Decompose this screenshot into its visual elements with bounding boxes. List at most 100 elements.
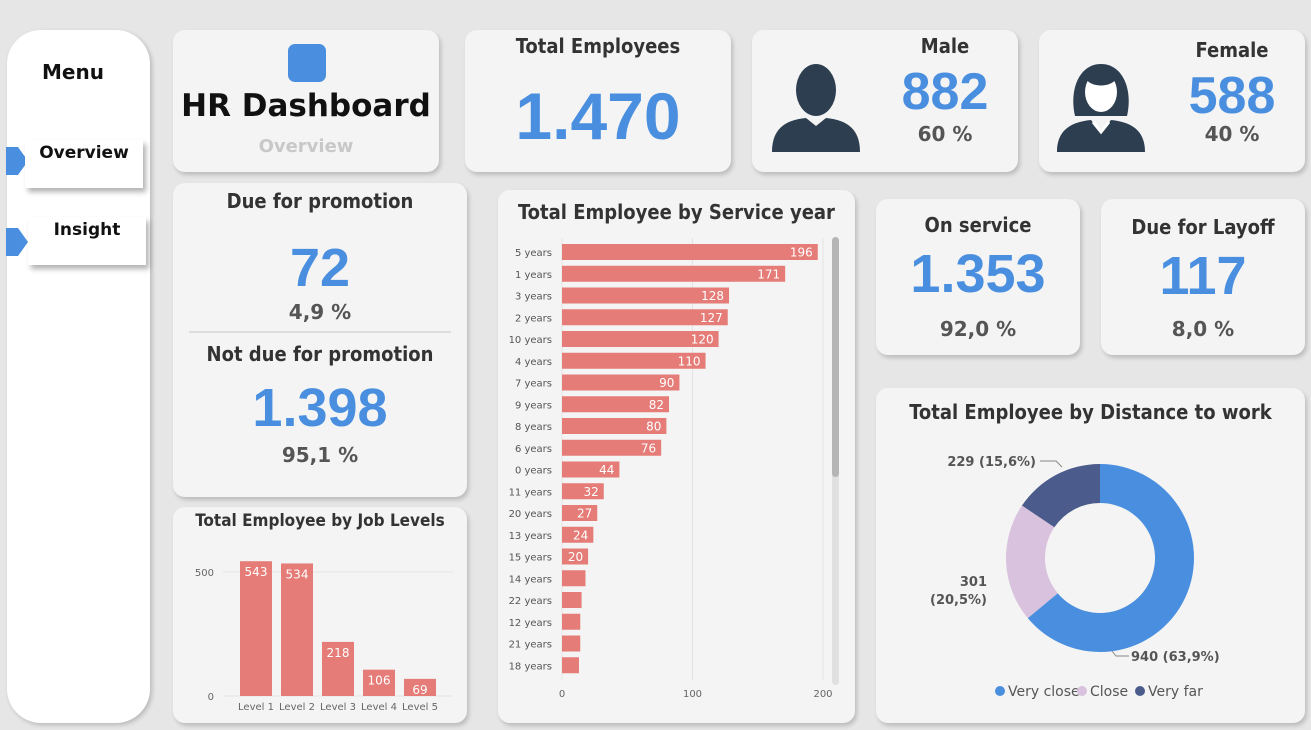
on-service-card: On service 1.353 92,0 % (876, 199, 1080, 355)
job-y-tick-label: 500 (195, 568, 214, 579)
service-category-label: 4 years (515, 357, 552, 368)
on-service-pct: 92,0 % (939, 317, 1017, 341)
app-logo-icon (288, 44, 326, 82)
job-bar-value-label: 534 (286, 567, 309, 581)
service-year-title: Total Employee by Service year (518, 200, 835, 224)
service-bar-value-label: 110 (678, 354, 701, 368)
layoff-label: Due for Layoff (1131, 215, 1275, 239)
legend-label: Very close (1008, 684, 1080, 700)
legend-marker (1077, 686, 1087, 696)
service-category-label: 8 years (515, 422, 552, 433)
layoff-card: Due for Layoff 117 8,0 % (1101, 199, 1305, 355)
job-bar (240, 561, 272, 696)
service-category-label: 20 years (509, 509, 552, 520)
donut-slice (1006, 505, 1058, 619)
service-x-tick-label: 0 (559, 689, 565, 700)
job-category-label: Level 4 (361, 702, 397, 713)
service-bar-value-label: 127 (700, 311, 723, 325)
service-bar (562, 526, 594, 543)
job-bar (322, 641, 354, 696)
service-category-label: 10 years (509, 335, 552, 346)
service-bar (562, 483, 604, 500)
job-levels-chart: 0 500 543 Level 1 534 Level 2 218 Level 3 106 Lev… (195, 561, 453, 713)
service-bar-value-label: 80 (646, 420, 661, 434)
legend-label: Very far (1148, 684, 1203, 700)
job-category-label: Level 1 (238, 702, 274, 713)
due-promotion-label: Due for promotion (226, 189, 414, 213)
total-employees-value: 1.470 (515, 79, 681, 153)
job-bar (404, 678, 436, 696)
job-bar-value-label: 218 (327, 646, 350, 660)
nav-overview-button[interactable]: Overview (25, 140, 143, 188)
insight-arrow-icon (6, 228, 28, 256)
service-bar (562, 613, 581, 630)
job-levels-card: Total Employee by Job Levels 0 500 543 Leve… (173, 507, 467, 723)
service-category-label: 22 years (509, 596, 552, 607)
service-bar (562, 657, 579, 674)
header-card: HR Dashboard Overview (173, 30, 439, 172)
service-scrollbar-track[interactable] (832, 237, 839, 685)
service-x-tick-label: 100 (683, 689, 702, 700)
male-card: Male 882 60 % (752, 30, 1018, 172)
nav-insight-button[interactable]: Insight (28, 217, 146, 265)
service-bar-value-label: 44 (599, 463, 614, 477)
legend-marker (1135, 686, 1145, 696)
service-category-label: 5 years (515, 248, 552, 259)
page-subtitle: Overview (258, 136, 354, 157)
donut-label-close: 301 (960, 575, 987, 590)
layoff-value: 117 (1159, 246, 1247, 306)
promotion-divider (189, 331, 451, 333)
service-bar-value-label: 90 (659, 376, 674, 390)
on-service-label: On service (924, 213, 1032, 237)
job-bar-value-label: 543 (245, 565, 268, 579)
female-card: Female 588 40 % (1039, 30, 1305, 172)
service-year-chart: 0 100 200 5 years 196 1 years 171 3 years 128 2 y… (509, 238, 833, 700)
donut-leader-line (1040, 460, 1063, 468)
overview-arrow-icon (6, 147, 28, 175)
service-year-card: Total Employee by Service year 0 100 200 5 … (498, 190, 855, 723)
service-category-label: 9 years (515, 400, 552, 411)
total-employees-label: Total Employees (515, 34, 681, 58)
male-value: 882 (901, 63, 989, 121)
service-bar (562, 439, 662, 456)
service-category-label: 1 years (515, 270, 552, 281)
job-category-label: Level 3 (320, 702, 356, 713)
service-category-label: 2 years (515, 313, 552, 324)
on-service-value: 1.353 (910, 244, 1046, 304)
service-bar (562, 287, 730, 304)
service-bar (562, 352, 706, 369)
service-category-label: 11 years (509, 487, 552, 498)
service-bar (562, 548, 589, 565)
female-label: Female (1195, 38, 1269, 62)
total-employees-card: Total Employees 1.470 (465, 30, 731, 172)
service-bar (562, 635, 581, 652)
service-bar (562, 418, 667, 434)
service-category-label: 14 years (509, 574, 552, 585)
service-bar (562, 265, 786, 282)
service-bar (562, 592, 582, 608)
job-bar-value-label: 106 (368, 674, 391, 688)
female-value: 588 (1188, 67, 1276, 125)
promotion-card: Due for promotion 72 4,9 % Not due for p… (173, 183, 467, 497)
service-bar (562, 461, 620, 478)
menu-title: Menu (42, 60, 104, 84)
donut-label-very-far: 229 (15,6%) (947, 455, 1036, 470)
service-bar-value-label: 171 (757, 267, 780, 281)
service-bar (562, 570, 586, 587)
due-promotion-pct: 4,9 % (288, 300, 352, 324)
service-scrollbar-thumb[interactable] (832, 237, 839, 477)
donut-label-very-close: 940 (63,9%) (1131, 650, 1220, 665)
donut-slice (1027, 464, 1194, 652)
service-bar-value-label: 128 (701, 289, 724, 303)
service-category-label: 21 years (509, 640, 552, 651)
service-bar (562, 505, 598, 521)
female-pct: 40 % (1204, 122, 1260, 146)
not-due-promotion-value: 1.398 (252, 378, 388, 438)
male-label: Male (920, 34, 970, 58)
service-bar (562, 396, 670, 413)
job-levels-title: Total Employee by Job Levels (195, 511, 445, 531)
service-bar-value-label: 196 (790, 246, 813, 260)
job-bar (363, 669, 395, 696)
job-y-tick-label: 0 (208, 692, 214, 703)
page-title: HR Dashboard (181, 88, 431, 124)
